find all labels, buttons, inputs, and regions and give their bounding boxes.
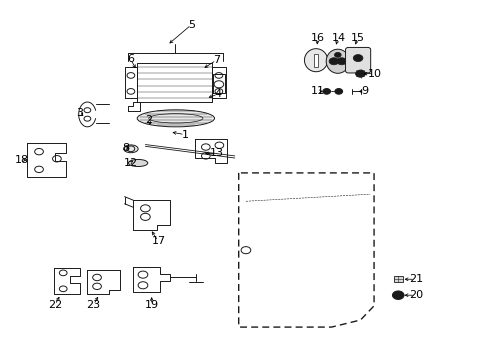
Text: 9: 9 — [361, 86, 368, 96]
Circle shape — [355, 70, 365, 77]
Ellipse shape — [304, 49, 327, 72]
Text: 6: 6 — [127, 54, 134, 64]
Circle shape — [328, 58, 338, 65]
Text: 22: 22 — [48, 300, 62, 310]
Circle shape — [392, 291, 403, 300]
Ellipse shape — [137, 110, 214, 127]
Text: 3: 3 — [76, 108, 83, 118]
Text: 5: 5 — [187, 20, 194, 30]
Text: 13: 13 — [209, 148, 223, 158]
Circle shape — [334, 89, 342, 94]
Text: 4: 4 — [214, 89, 221, 99]
Text: 23: 23 — [86, 300, 101, 310]
Text: 10: 10 — [367, 69, 381, 79]
Circle shape — [352, 54, 362, 62]
Text: 17: 17 — [151, 236, 165, 246]
Text: 1: 1 — [181, 130, 188, 140]
Text: 12: 12 — [123, 158, 138, 168]
Ellipse shape — [128, 159, 147, 167]
Circle shape — [336, 58, 346, 65]
Text: 15: 15 — [350, 33, 364, 43]
Text: 21: 21 — [408, 274, 422, 284]
Text: 7: 7 — [213, 55, 220, 65]
Text: 18: 18 — [15, 155, 29, 165]
Text: 20: 20 — [408, 290, 422, 300]
Text: 19: 19 — [144, 300, 159, 310]
Text: 8: 8 — [122, 143, 129, 153]
Circle shape — [334, 53, 341, 57]
Circle shape — [322, 89, 330, 94]
Text: 14: 14 — [331, 33, 345, 43]
FancyBboxPatch shape — [345, 48, 370, 73]
Text: 11: 11 — [310, 86, 325, 96]
Bar — [393, 276, 402, 283]
Ellipse shape — [123, 145, 138, 153]
Text: 2: 2 — [145, 116, 152, 125]
Text: 16: 16 — [310, 33, 325, 43]
Ellipse shape — [325, 49, 349, 73]
Bar — [313, 54, 318, 67]
